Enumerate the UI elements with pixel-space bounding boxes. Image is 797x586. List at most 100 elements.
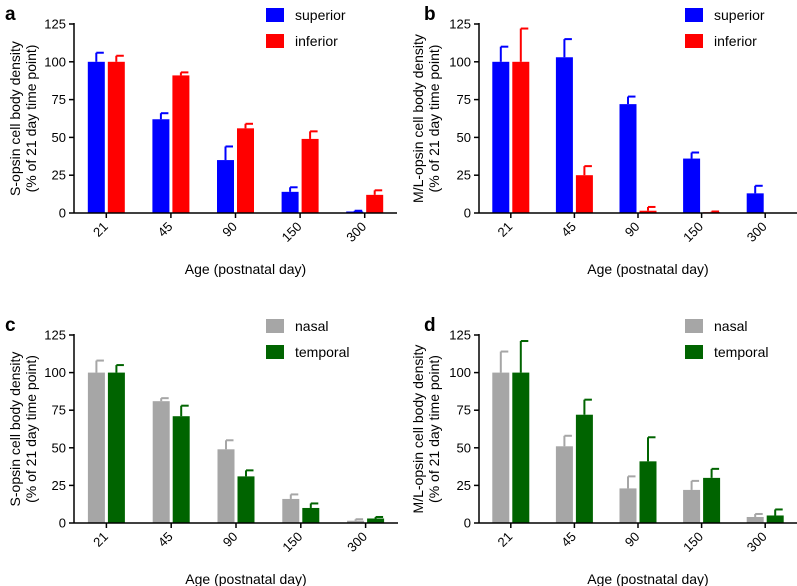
bar-nasal-300: [347, 520, 365, 523]
legend-label-nasal: nasal: [714, 318, 747, 334]
x-tick-label: 21: [495, 219, 516, 240]
y-tick-label: 125: [44, 328, 66, 343]
legend-label-superior: superior: [714, 7, 765, 23]
panel-letter: d: [424, 315, 436, 336]
bar-nasal-150: [282, 498, 300, 523]
bar-superior-45: [152, 119, 170, 213]
chart-panel-d: d 0 25 50 75 100 125 21 45 90 150 300 Age (postnatal…: [410, 315, 797, 586]
x-tick-label: 300: [343, 219, 369, 245]
y-tick-label: 75: [52, 92, 66, 107]
bar-superior-150: [281, 191, 299, 213]
y-tick-label: 50: [52, 130, 66, 145]
bar-nasal-45: [555, 446, 573, 523]
y-axis-title: S-opsin cell body density: [7, 352, 23, 507]
y-axis-subtitle: (% of 21 day time point): [23, 45, 39, 193]
bar-superior-45: [555, 57, 573, 213]
bar-temporal-45: [172, 416, 190, 523]
y-axis-title: S-opsin cell body density: [7, 41, 23, 196]
chart-panel-b: b 0 25 50 75 100 125 21 45 90 150 300 Age (postnatal…: [410, 4, 797, 277]
x-tick-label: 300: [344, 529, 370, 555]
x-tick-label: 300: [744, 219, 770, 245]
legend-label-temporal: temporal: [295, 344, 349, 360]
legend-label-inferior: inferior: [714, 33, 757, 49]
y-tick-label: 75: [52, 403, 66, 418]
bar-superior-300: [346, 211, 364, 213]
y-tick-label: 25: [52, 478, 66, 493]
panel-letter: a: [5, 4, 16, 25]
bar-inferior-21: [107, 61, 125, 213]
bar-inferior-45: [575, 175, 593, 213]
legend-swatch-superior: [266, 8, 284, 22]
legend-swatch-superior: [685, 8, 703, 22]
y-tick-label: 75: [457, 403, 471, 418]
legend-label-temporal: temporal: [714, 344, 768, 360]
x-tick-label: 150: [680, 529, 706, 555]
y-tick-label: 100: [44, 54, 66, 69]
bar-superior-90: [217, 160, 234, 213]
y-tick-label: 0: [464, 516, 471, 531]
bar-superior-21: [87, 61, 105, 213]
bar-inferior-90: [237, 128, 254, 213]
bar-inferior-21: [512, 61, 530, 213]
bar-inferior-300: [366, 194, 384, 213]
bar-inferior-90: [639, 210, 657, 213]
y-tick-label: 50: [457, 130, 471, 145]
legend-swatch-inferior: [266, 34, 284, 48]
bar-nasal-300: [746, 516, 764, 523]
y-tick-label: 125: [449, 17, 471, 32]
x-tick-label: 90: [622, 529, 643, 550]
bar-temporal-300: [766, 515, 784, 523]
bar-temporal-45: [575, 414, 593, 523]
panel-letter: c: [5, 315, 16, 336]
bar-temporal-150: [302, 507, 320, 523]
chart-panel-c: c 0 25 50 75 100 125 21 45 90 150 300 Age (postnatal…: [5, 315, 398, 586]
x-tick-label: 300: [744, 529, 770, 555]
y-tick-label: 75: [457, 92, 471, 107]
bar-temporal-150: [703, 477, 721, 523]
y-tick-label: 100: [449, 54, 471, 69]
bar-nasal-90: [217, 449, 235, 523]
x-tick-label: 21: [90, 219, 111, 240]
legend-label-inferior: inferior: [295, 33, 338, 49]
legend-swatch-nasal: [266, 319, 284, 333]
x-tick-label: 21: [90, 529, 111, 550]
x-axis-title: Age (postnatal day): [185, 571, 306, 586]
x-tick-label: 150: [279, 219, 305, 245]
x-tick-label: 45: [155, 529, 176, 550]
legend-swatch-temporal: [685, 345, 703, 359]
legend-swatch-temporal: [266, 345, 284, 359]
y-tick-label: 50: [52, 440, 66, 455]
bar-nasal-150: [683, 489, 701, 523]
bar-nasal-45: [152, 401, 170, 523]
y-tick-label: 25: [52, 168, 66, 183]
bar-superior-90: [619, 104, 637, 213]
y-axis-title: M/L-opsin cell body density: [410, 345, 426, 514]
y-tick-label: 100: [44, 365, 66, 380]
x-tick-label: 45: [558, 219, 579, 240]
chart-panel-a: a 0 25 50 75 100 125 21 45 90 150 300 Age (postnatal…: [5, 4, 397, 277]
x-tick-label: 21: [495, 529, 516, 550]
bar-superior-21: [492, 61, 510, 213]
x-tick-label: 45: [558, 529, 579, 550]
bar-superior-150: [683, 158, 701, 213]
legend-label-superior: superior: [295, 7, 346, 23]
y-tick-label: 25: [457, 168, 471, 183]
x-axis-title: Age (postnatal day): [587, 261, 708, 277]
y-tick-label: 125: [449, 328, 471, 343]
x-axis-title: Age (postnatal day): [587, 571, 708, 586]
y-axis-title: M/L-opsin cell body density: [410, 34, 426, 203]
y-tick-label: 50: [457, 440, 471, 455]
legend-label-nasal: nasal: [295, 318, 328, 334]
x-tick-label: 150: [279, 529, 305, 555]
x-tick-label: 150: [680, 219, 706, 245]
bar-temporal-90: [237, 476, 255, 523]
bar-temporal-300: [367, 518, 385, 523]
bar-inferior-45: [172, 75, 190, 214]
y-tick-label: 0: [59, 516, 66, 531]
bar-temporal-21: [512, 372, 530, 523]
x-tick-label: 90: [219, 219, 240, 240]
panel-letter: b: [424, 4, 436, 25]
y-tick-label: 25: [457, 478, 471, 493]
bar-temporal-21: [107, 372, 125, 523]
